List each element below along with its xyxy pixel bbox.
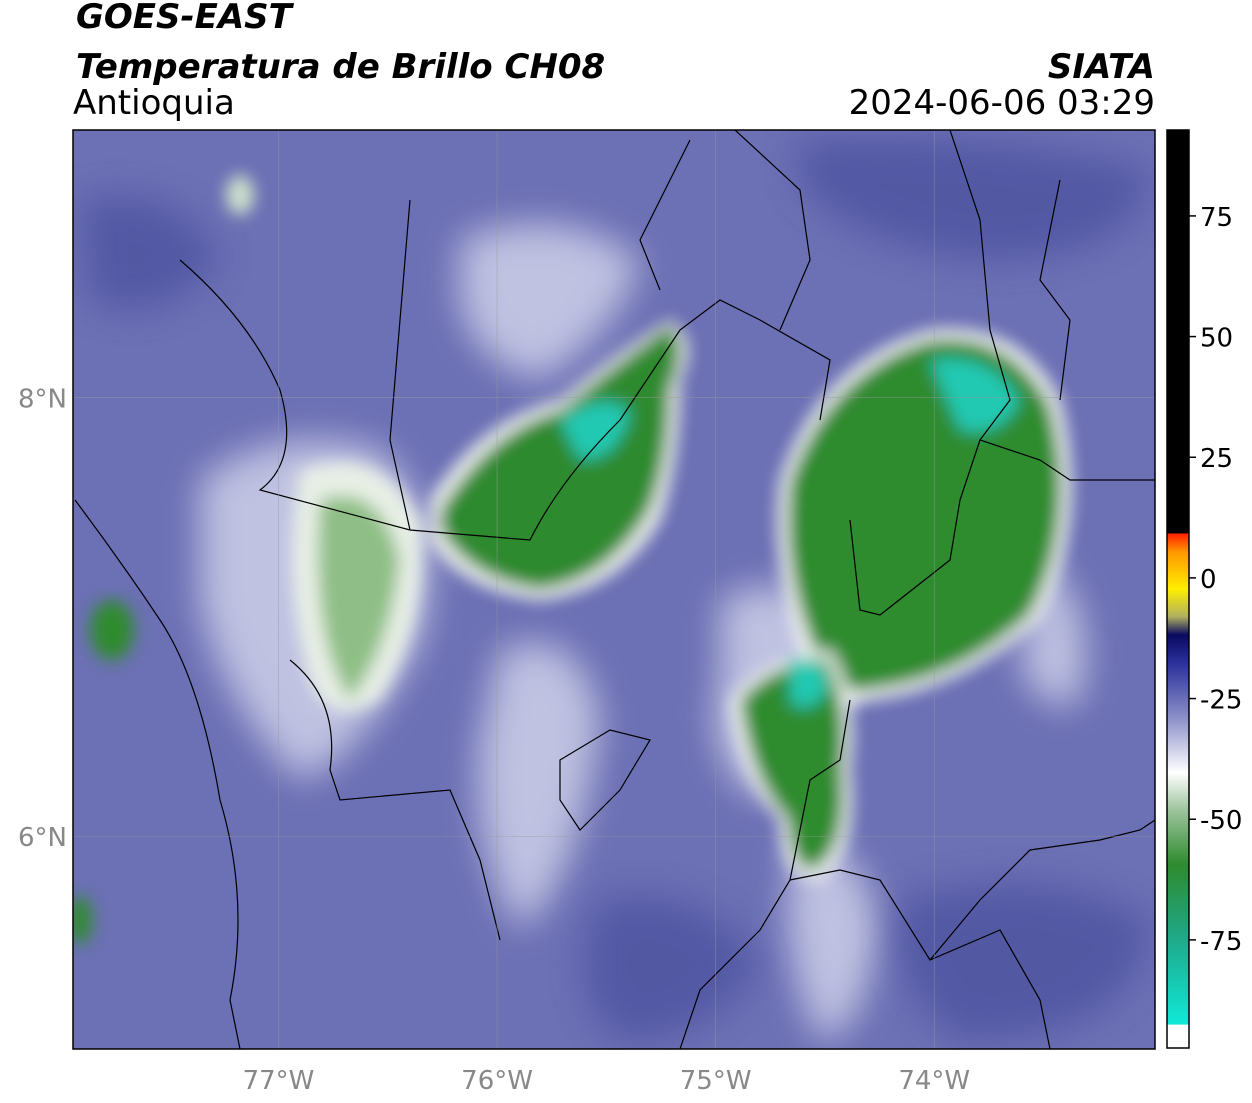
x-tick-label: 76°W — [461, 1066, 533, 1096]
title: GOES-EAST — [76, 0, 295, 37]
colorbar-tick-label: 75 — [1200, 203, 1233, 233]
colorbar-tick-label: 25 — [1200, 444, 1233, 474]
y-tick-label: 6°N — [18, 823, 67, 853]
x-tick-label: 75°W — [680, 1066, 752, 1096]
region: Antioquia — [73, 83, 235, 123]
colorbar-tick-label: -75 — [1200, 927, 1242, 957]
colorbar — [1166, 129, 1190, 1049]
colorbar-tick-label: -50 — [1200, 806, 1242, 836]
map-frame — [72, 129, 1156, 1050]
y-tick-label: 8°N — [18, 385, 67, 415]
datetime: 2024-06-06 03:29 — [849, 83, 1155, 123]
grid — [73, 130, 1155, 1049]
x-tick-label: 77°W — [243, 1066, 315, 1096]
colorbar-tick-label: 50 — [1200, 324, 1233, 354]
subtitle: Temperatura de Brillo CH08 — [76, 47, 605, 87]
x-tick-label: 74°W — [898, 1066, 970, 1096]
colorbar-tick-label: -25 — [1200, 686, 1242, 716]
satellite-image — [73, 130, 1155, 1049]
colorbar-tick-label: 0 — [1200, 565, 1217, 595]
source: SIATA — [1048, 47, 1155, 87]
